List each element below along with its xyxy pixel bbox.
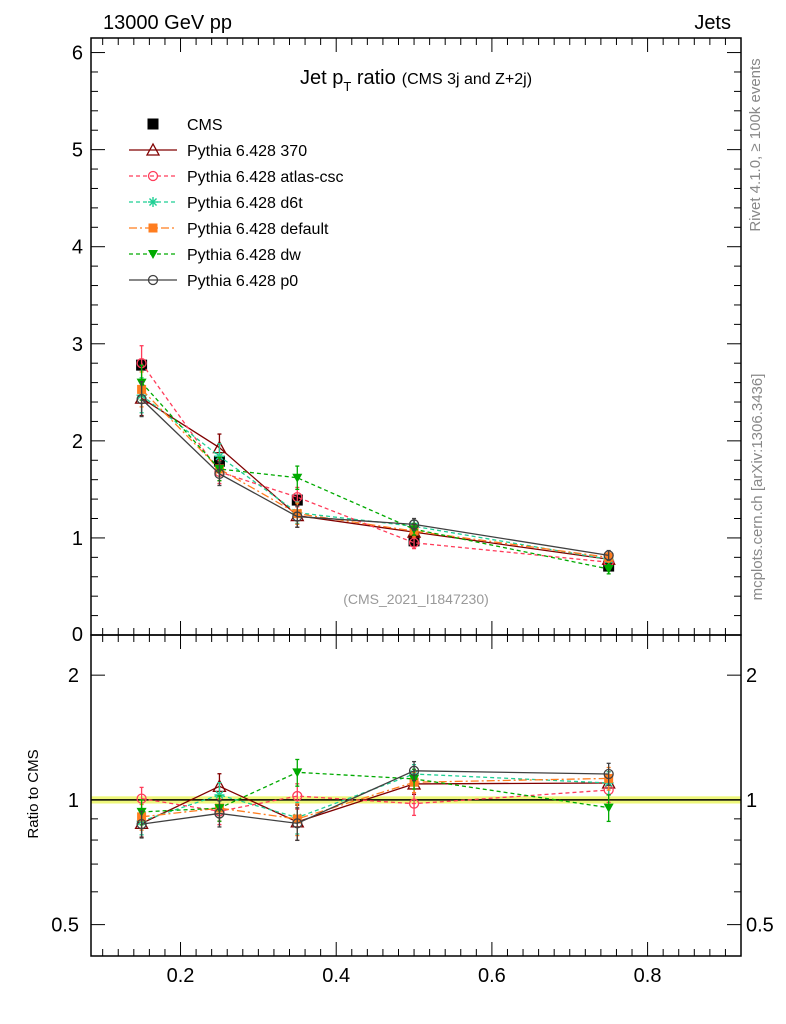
legend-entry: Pythia 6.428 default — [129, 221, 329, 238]
main-y-tick-label: 5 — [72, 140, 83, 162]
series-cms-main — [136, 359, 615, 572]
series-main-2 — [136, 377, 614, 565]
ratio-y-tick-label-right: 1 — [746, 790, 757, 812]
legend-label: Pythia 6.428 atlas-csc — [187, 169, 344, 186]
legend-entry: Pythia 6.428 atlas-csc — [129, 169, 344, 186]
x-tick-label: 0.8 — [634, 965, 662, 987]
legend-label: Pythia 6.428 d6t — [187, 195, 303, 212]
marker-circle — [136, 818, 147, 830]
marker-triangle — [145, 142, 161, 156]
legend-label: CMS — [187, 117, 223, 134]
ratio-y-tick-label-left: 0.5 — [51, 915, 79, 937]
series-line — [141, 394, 609, 560]
marker-triangle-down — [603, 564, 614, 574]
marker-triangle-down — [292, 473, 303, 483]
legend-entry: Pythia 6.428 p0 — [129, 273, 298, 290]
marker-circle — [603, 768, 614, 780]
legend-entry: Pythia 6.428 d6t — [129, 195, 303, 212]
marker-triangle-down — [148, 250, 158, 259]
marker-circle — [136, 393, 147, 405]
legend: CMS Pythia 6.428 370 Pythia 6.428 atlas-cs… — [129, 117, 344, 290]
marker-circle — [147, 274, 159, 286]
series-line — [141, 388, 609, 558]
main-y-tick-label: 2 — [72, 431, 83, 453]
marker-triangle-down — [292, 768, 303, 778]
category-label: Jets — [694, 12, 731, 34]
ratio-y-tick-label-right: 2 — [746, 665, 757, 687]
marker-star-arm — [148, 197, 158, 207]
x-tick-label: 0.6 — [478, 965, 506, 987]
main-y-tick-label: 1 — [72, 528, 83, 550]
series-main-4 — [136, 364, 614, 575]
marker-circle — [214, 468, 225, 480]
legend-label: Pythia 6.428 default — [187, 221, 329, 238]
legend-entry: Pythia 6.428 370 — [129, 142, 307, 160]
x-tick-label: 0.4 — [322, 965, 350, 987]
marker-circle — [408, 537, 420, 548]
main-y-tick-label: 4 — [72, 237, 83, 259]
marker-square — [148, 223, 158, 233]
plot-title: Jet pT ratio (CMS 3j and Z+2j) — [300, 67, 532, 94]
series-main-5 — [136, 380, 614, 561]
legend-label: Pythia 6.428 dw — [187, 247, 301, 264]
marker-star-arm — [215, 790, 224, 799]
series-ratio-0 — [134, 771, 616, 842]
ratio-y-tick-label-left: 2 — [68, 665, 79, 687]
marker-circle — [147, 170, 159, 182]
series-line — [141, 398, 609, 557]
series-layer — [134, 345, 616, 842]
legend-entry: Pythia 6.428 dw — [129, 247, 301, 264]
marker-circle — [408, 765, 420, 776]
marker-star-arm — [215, 452, 224, 461]
legend-label: Pythia 6.428 p0 — [187, 273, 298, 290]
marker-circle — [408, 519, 420, 530]
series-line — [141, 771, 609, 813]
mcplots-credit-label: mcplots.cern.ch [arXiv:1306.3436] — [749, 374, 766, 601]
rivet-version-label: Rivet 4.1.0, ≥ 100k events — [747, 58, 764, 231]
marker-star — [148, 197, 158, 207]
marker-triangle-down — [603, 803, 614, 813]
main-y-tick-label: 6 — [72, 43, 83, 65]
marker-circle — [214, 808, 225, 819]
marker-data-square — [147, 118, 159, 130]
legend-label: Pythia 6.428 370 — [187, 143, 307, 160]
collision-label: 13000 GeV pp — [103, 12, 232, 34]
marker-circle — [292, 511, 303, 522]
series-line — [141, 397, 609, 560]
series-ratio-5 — [136, 760, 614, 842]
ratio-y-axis-label: Ratio to CMS — [25, 749, 42, 838]
axis-labels: 0.2 0.4 0.6 0.8 1 2 3 4 5 6 0 0.5 0.5 1 1 2 2 — [51, 43, 774, 987]
series-line — [141, 362, 609, 563]
series-main-3 — [137, 371, 614, 563]
ratio-y-tick-label-left: 1 — [68, 790, 79, 812]
series-line — [141, 789, 609, 812]
series-line — [141, 382, 609, 570]
ratio-panel-frame — [90, 634, 742, 957]
marker-circle — [292, 818, 303, 829]
marker-circle — [408, 798, 420, 809]
x-tick-label: 0.2 — [167, 965, 195, 987]
marker-circle — [292, 790, 303, 802]
axis-ticks — [91, 38, 741, 956]
analysis-id-label: (CMS_2021_I1847230) — [343, 591, 489, 607]
marker-circle — [603, 550, 614, 561]
ratio-y-tick-label-right: 0.5 — [746, 915, 774, 937]
legend-entry-cms: CMS — [147, 117, 223, 134]
main-y-tick-label: 3 — [72, 334, 83, 356]
main-y-zero-label: 0 — [72, 624, 83, 646]
series-main-0 — [134, 380, 616, 565]
